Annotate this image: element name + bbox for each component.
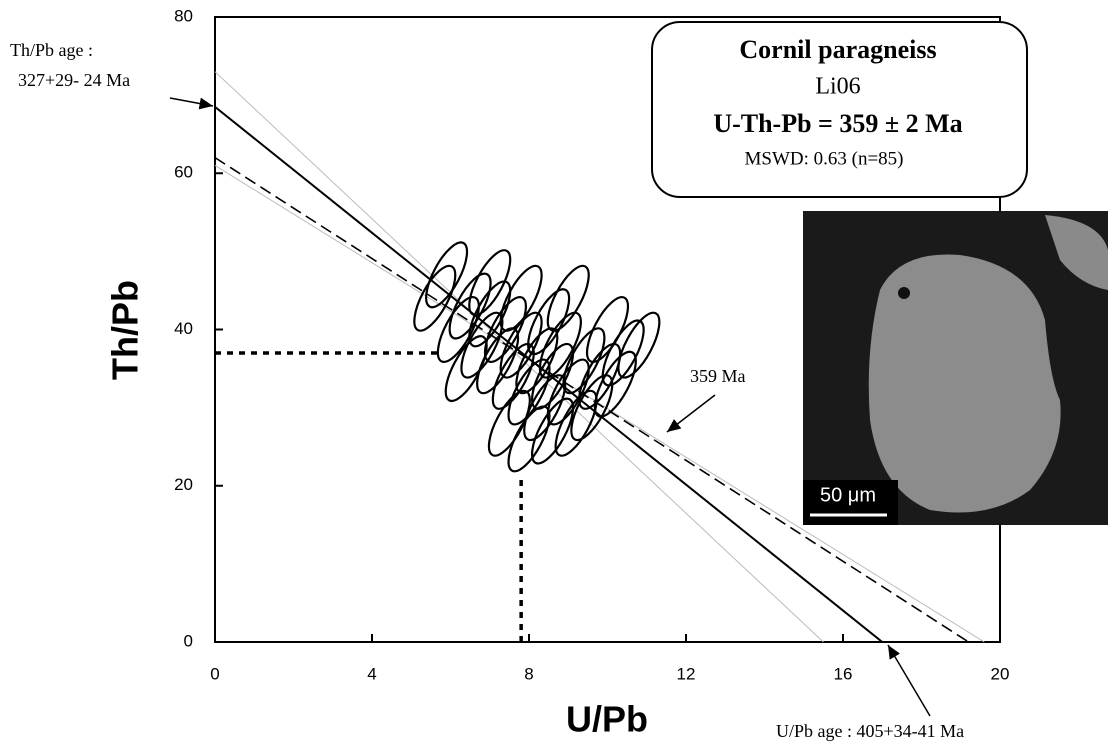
y-tick-label: 40 (174, 319, 193, 338)
x-tick-label: 12 (677, 664, 696, 683)
annotation: 327+29- 24 Ma (18, 70, 130, 90)
error-ellipse (444, 335, 488, 403)
scale-bar-label: 50 μm (820, 484, 876, 506)
x-tick-label: 4 (367, 664, 376, 683)
error-ellipse (562, 327, 606, 395)
error-ellipse (468, 249, 512, 317)
arrow (666, 394, 716, 433)
arrow (887, 644, 931, 717)
x-tick-label: 20 (991, 664, 1010, 683)
fit-line (214, 71, 824, 643)
legend-box (651, 21, 1028, 198)
arrow (169, 97, 214, 110)
y-tick-label: 0 (184, 631, 193, 650)
y-tick-label: 80 (174, 6, 193, 25)
annotation: U/Pb age : 405+34-41 Ma (776, 721, 964, 741)
error-ellipse (617, 311, 661, 379)
legend-title: Cornil paragneiss (739, 35, 936, 64)
error-ellipse (578, 342, 622, 410)
x-tick-label: 8 (524, 664, 533, 683)
error-ellipse (538, 311, 582, 379)
y-tick-label: 20 (174, 475, 193, 494)
micrograph: 50 μm (803, 211, 1108, 525)
legend-text: U-Th-Pb = 359 ± 2 Ma (713, 109, 962, 138)
error-ellipse (425, 241, 469, 309)
error-ellipse (546, 264, 590, 332)
x-tick-label: 16 (834, 664, 853, 683)
annotation: 359 Ma (690, 366, 746, 386)
error-ellipse (413, 264, 457, 332)
x-axis-label: U/Pb (566, 699, 648, 740)
error-ellipse (499, 264, 543, 332)
error-ellipse (531, 397, 575, 465)
annotation: Th/Pb age : (10, 40, 93, 60)
error-ellipse (487, 389, 531, 457)
legend-text: MSWD: 0.63 (n=85) (744, 148, 903, 169)
y-tick-label: 60 (174, 163, 193, 182)
error-ellipse (507, 405, 551, 473)
fit-line (214, 156, 970, 643)
y-axis-label: Th/Pb (105, 280, 146, 380)
fit-line (214, 165, 985, 643)
error-ellipse (483, 296, 527, 363)
x-tick-label: 0 (210, 664, 219, 683)
error-ellipse (554, 389, 598, 457)
legend-text: Li06 (815, 74, 860, 100)
